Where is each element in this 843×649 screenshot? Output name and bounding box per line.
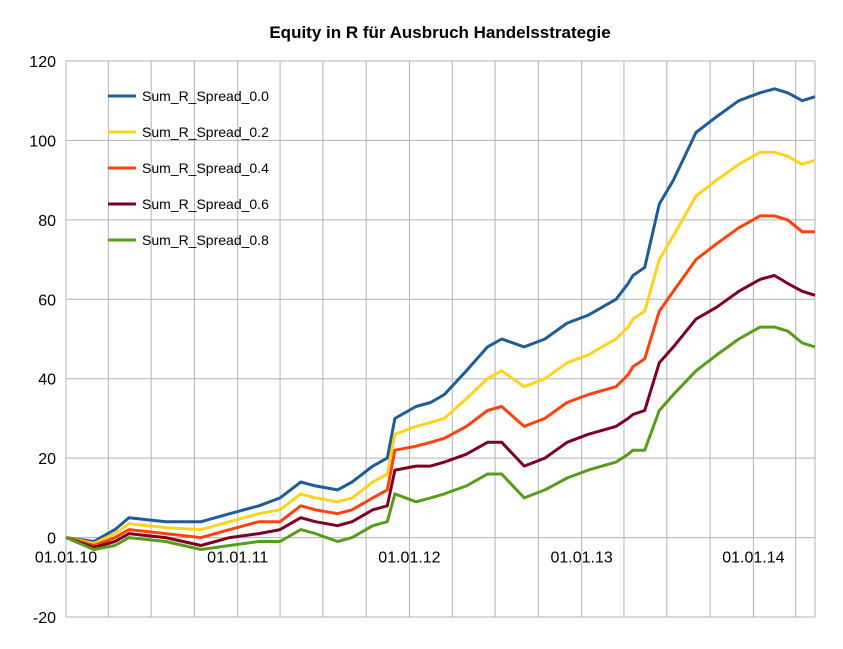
- y-tick-label: 100: [29, 133, 56, 150]
- legend-label: Sum_R_Spread_0.8: [142, 232, 269, 248]
- y-tick-label: 0: [47, 531, 56, 548]
- legend-label: Sum_R_Spread_0.2: [142, 124, 269, 140]
- legend: Sum_R_Spread_0.0 Sum_R_Spread_0.2 Sum_R_Sp…: [108, 88, 269, 248]
- legend-label: Sum_R_Spread_0.4: [142, 160, 269, 176]
- series-line-Sum_R_Spread_0.6: [65, 274, 816, 549]
- y-tick-label: 120: [29, 54, 56, 71]
- series-line-Sum_R_Spread_0.4: [65, 214, 815, 547]
- y-tick-label: 20: [38, 451, 56, 468]
- series-line-Sum_R_Spread_0.0: [65, 87, 816, 543]
- y-tick-label: -20: [33, 610, 56, 627]
- series-line-Sum_R_Spread_0.8: [65, 325, 816, 551]
- x-tick-label: 01.01.14: [722, 550, 784, 567]
- y-tick-label: 60: [38, 292, 56, 309]
- legend-label: Sum_R_Spread_0.6: [142, 196, 269, 212]
- x-tick-label: 01.01.12: [378, 550, 440, 567]
- series-lines: [65, 87, 816, 551]
- y-tick-label: 80: [38, 213, 56, 230]
- chart-title: Equity in R für Ausbruch Handelsstrategi…: [269, 23, 610, 42]
- legend-label: Sum_R_Spread_0.0: [142, 88, 269, 104]
- x-tick-label: 01.01.13: [551, 550, 613, 567]
- y-tick-label: 40: [38, 372, 56, 389]
- axis-tick-labels: -20 0 20 40 60 80 100 120 01.01.10 01.01.11 01.01.…: [29, 54, 784, 627]
- series-line-Sum_R_Spread_0.2: [65, 150, 816, 545]
- gridlines: [65, 60, 816, 618]
- x-tick-label: 01.01.10: [35, 550, 97, 567]
- x-tick-label: 01.01.11: [207, 550, 268, 567]
